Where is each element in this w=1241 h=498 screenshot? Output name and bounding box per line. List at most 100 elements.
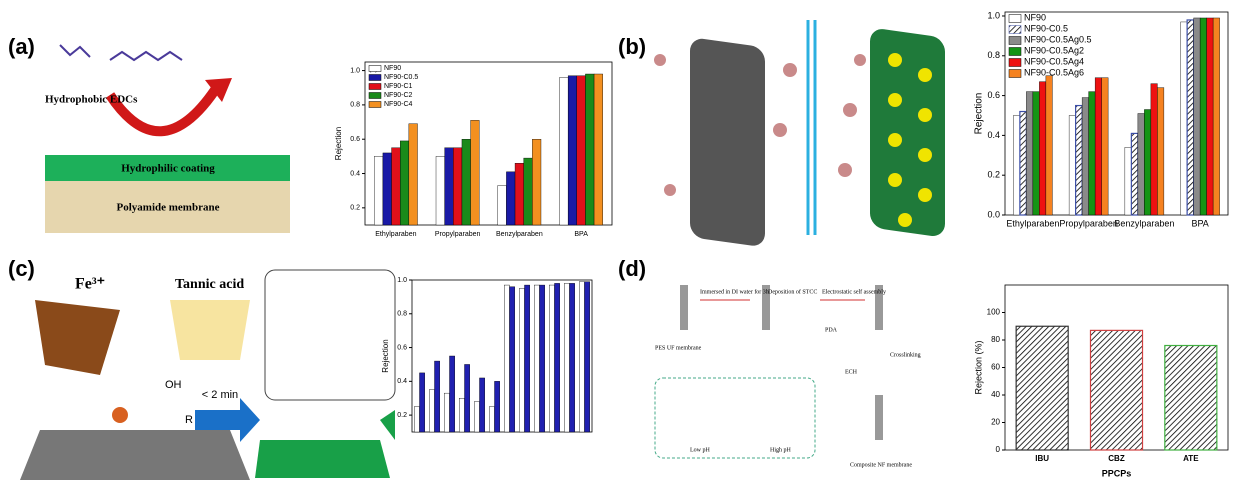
legend-swatch [1009, 37, 1021, 45]
bar [1020, 112, 1027, 215]
bar [506, 172, 515, 225]
bar [564, 283, 569, 432]
bar [465, 364, 470, 432]
coated-substrate [255, 440, 390, 478]
step-label: Deposition of STCC [768, 288, 817, 295]
bar [436, 156, 445, 225]
legend-label: NF90-C4 [384, 101, 413, 108]
y-tick-label: 0.0 [987, 209, 1000, 219]
bar [1207, 18, 1214, 215]
legend-label: NF90-C1 [384, 83, 413, 90]
legend-label: NF90-C0.5Ag6 [1024, 67, 1084, 77]
bar [435, 361, 440, 432]
y-tick-label: 0.6 [397, 344, 407, 351]
y-axis-label: Rejection [381, 339, 390, 372]
diagram-c: Fe³⁺ Tannic acid OH R < 2 min [20, 270, 395, 480]
membrane [875, 395, 883, 440]
bar [525, 285, 530, 432]
bar [420, 373, 425, 432]
bar [594, 74, 603, 225]
bar [462, 139, 471, 225]
y-tick-label: 100 [987, 308, 1001, 317]
bar [1026, 92, 1033, 215]
bar [459, 398, 464, 432]
panel-label: (b) [618, 34, 646, 59]
y-axis-label: Rejection [334, 127, 343, 160]
bar [1016, 326, 1068, 450]
panel-label: (a) [8, 34, 35, 59]
bar [1082, 98, 1089, 215]
membrane [680, 285, 688, 330]
acid-label: Tannic acid [175, 277, 244, 292]
legend-swatch [369, 75, 381, 81]
bar [532, 139, 541, 225]
bar [445, 148, 454, 225]
x-tick-label: Propylparaben [1059, 218, 1118, 228]
legend-label: NF90-C0.5 [1024, 23, 1068, 33]
bar [515, 163, 524, 225]
bar [1165, 346, 1217, 451]
x-axis-label: PPCPs [1102, 468, 1132, 478]
bar [524, 158, 533, 225]
bar [1181, 22, 1188, 215]
bar [474, 402, 479, 432]
bar [453, 148, 462, 225]
y-tick-label: 0.8 [397, 311, 407, 318]
x-tick-label: ATE [1183, 454, 1199, 463]
membrane [690, 37, 765, 248]
y-tick-label: 0 [996, 445, 1001, 454]
legend-swatch [369, 84, 381, 90]
panel-label: (c) [8, 256, 35, 281]
beaker [35, 300, 120, 375]
y-axis-label: Rejection [974, 93, 985, 135]
y-tick-label: 40 [991, 390, 1000, 399]
legend-label: NF90 [1024, 12, 1046, 22]
bar [1131, 133, 1138, 215]
bar [392, 148, 401, 225]
bar [1125, 147, 1132, 215]
bar [560, 77, 569, 225]
bar [555, 283, 560, 432]
x-tick-label: Benzylparaben [1114, 218, 1174, 228]
step-label: Low pH [690, 447, 710, 453]
bar [585, 282, 590, 432]
step-label: Crosslinking [890, 352, 921, 358]
x-tick-label: Ethylparaben [1006, 218, 1059, 228]
bar [498, 186, 507, 225]
bar [549, 285, 554, 432]
step-label: PDA [825, 327, 838, 333]
legend-label: NF90-C0.5Ag4 [1024, 56, 1084, 66]
step-label: Electrostatic self assembly [822, 288, 886, 295]
x-tick-label: Propylparaben [435, 231, 481, 238]
diagram-b [654, 20, 945, 248]
figure: Hydrophobic EDCs Hydrophilic coating Pol… [0, 0, 1241, 493]
step-label: High pH [770, 447, 792, 453]
bar [577, 76, 586, 225]
bar [480, 378, 485, 432]
step-label: PES UF membrane [655, 345, 702, 351]
bar [383, 153, 392, 225]
bar [570, 283, 575, 432]
bar [519, 288, 524, 432]
substrate [20, 430, 250, 480]
x-tick-label: CBZ [1108, 454, 1125, 463]
diagram-d: PES UF membrane Immersed in DI water for… [655, 285, 921, 468]
bar [1194, 18, 1201, 215]
ion-label: Fe³⁺ [75, 276, 105, 293]
y-tick-label: 0.4 [350, 170, 360, 177]
legend-swatch [1009, 15, 1021, 23]
bar [1138, 114, 1145, 216]
legend-swatch [1009, 70, 1021, 78]
arrow [380, 410, 395, 440]
y-tick-label: 0.8 [987, 50, 1000, 60]
y-tick-label: 0.4 [987, 130, 1000, 140]
time-label: < 2 min [202, 389, 238, 401]
legend-swatch [369, 93, 381, 99]
bar [1046, 76, 1053, 215]
bar [568, 76, 577, 225]
x-tick-label: BPA [574, 231, 588, 238]
y-tick-label: 0.8 [350, 102, 360, 109]
bar [510, 287, 515, 432]
bar [400, 141, 409, 225]
legend-swatch [1009, 48, 1021, 56]
